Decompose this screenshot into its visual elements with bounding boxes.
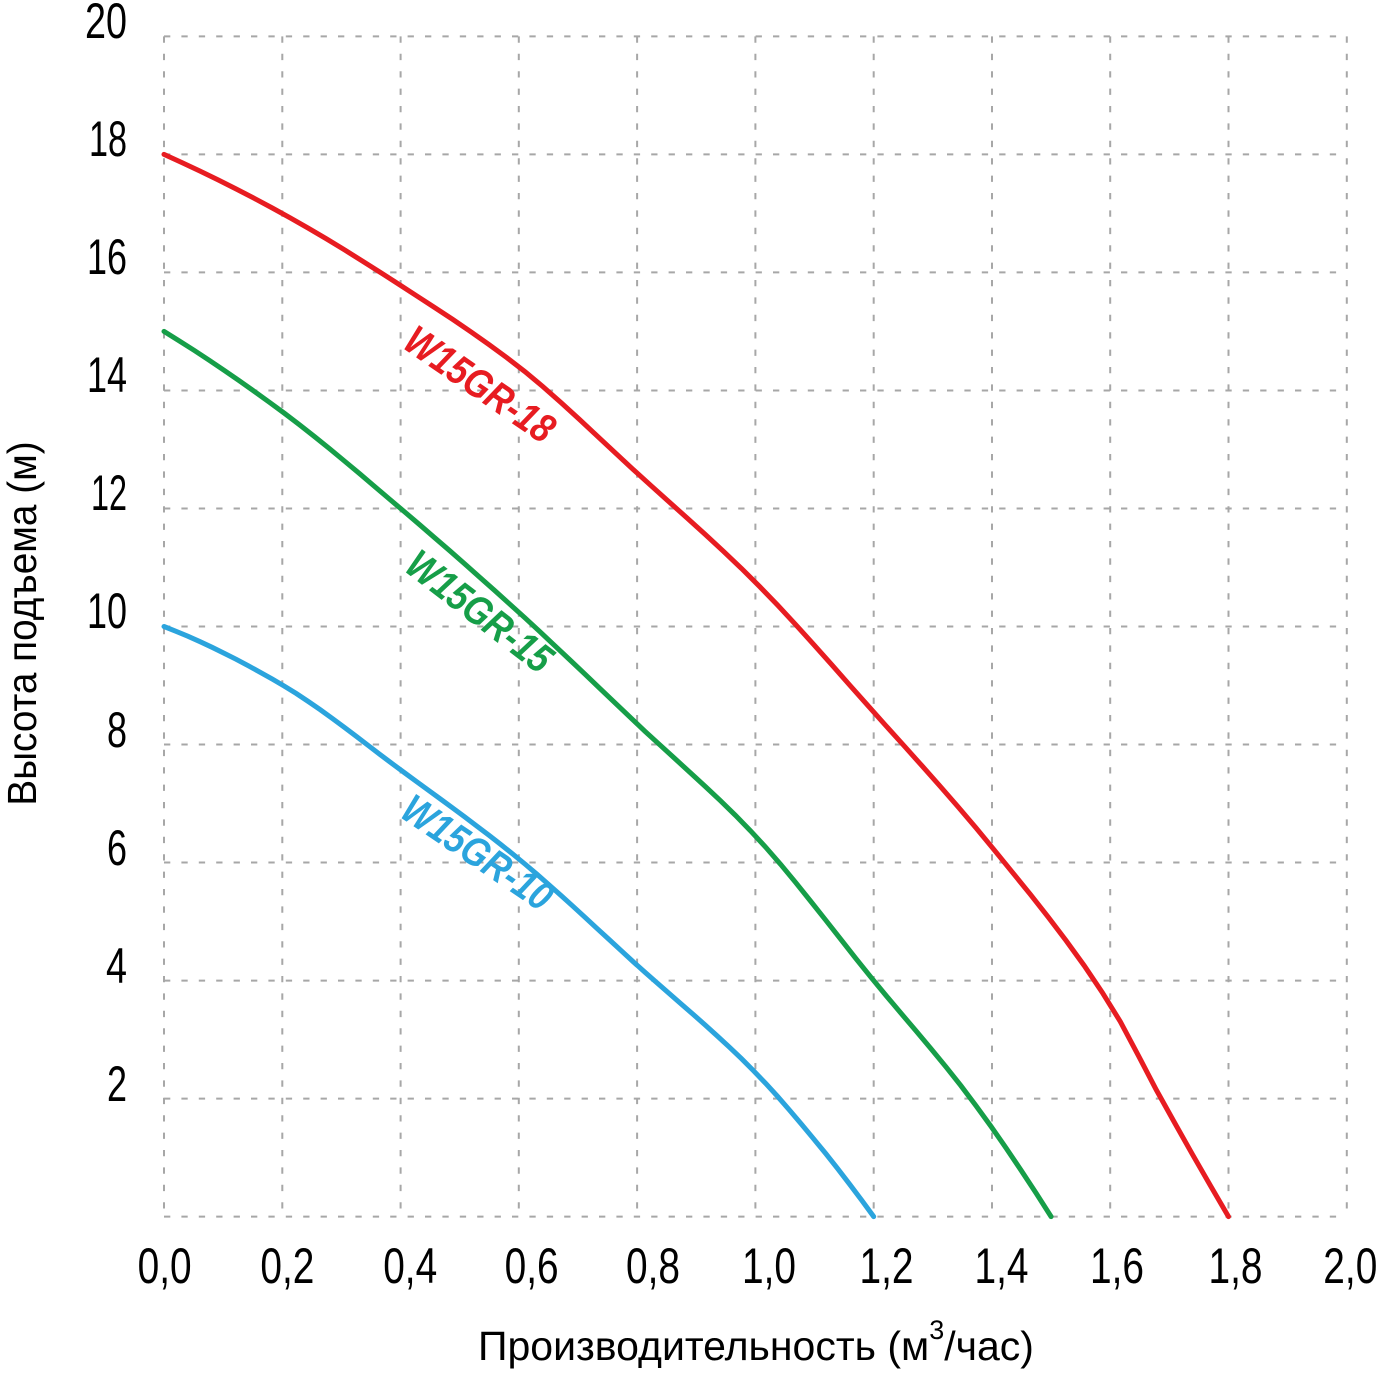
svg-text:8: 8 — [107, 702, 127, 758]
svg-text:1,2: 1,2 — [860, 1238, 914, 1294]
svg-text:2,0: 2,0 — [1323, 1238, 1376, 1294]
svg-text:20: 20 — [85, 0, 127, 49]
svg-text:4: 4 — [106, 938, 127, 994]
svg-text:6: 6 — [107, 820, 127, 876]
svg-text:18: 18 — [89, 111, 127, 167]
svg-text:0,0: 0,0 — [138, 1238, 192, 1294]
svg-text:1,0: 1,0 — [742, 1238, 796, 1294]
svg-text:12: 12 — [91, 465, 127, 521]
svg-text:0,6: 0,6 — [505, 1238, 559, 1294]
svg-text:10: 10 — [87, 583, 127, 639]
svg-text:14: 14 — [87, 347, 127, 403]
svg-text:0,2: 0,2 — [260, 1238, 314, 1294]
svg-text:1,6: 1,6 — [1090, 1238, 1144, 1294]
svg-text:0,4: 0,4 — [383, 1238, 437, 1294]
svg-text:0,8: 0,8 — [626, 1238, 680, 1294]
svg-text:2: 2 — [107, 1056, 127, 1112]
svg-text:1,8: 1,8 — [1209, 1238, 1263, 1294]
svg-text:16: 16 — [87, 229, 127, 285]
svg-text:Высота подъема (м): Высота подъема (м) — [0, 441, 45, 805]
svg-text:1,4: 1,4 — [975, 1238, 1029, 1294]
svg-text:Производительность (м3/час): Производительность (м3/час) — [478, 1315, 1034, 1369]
